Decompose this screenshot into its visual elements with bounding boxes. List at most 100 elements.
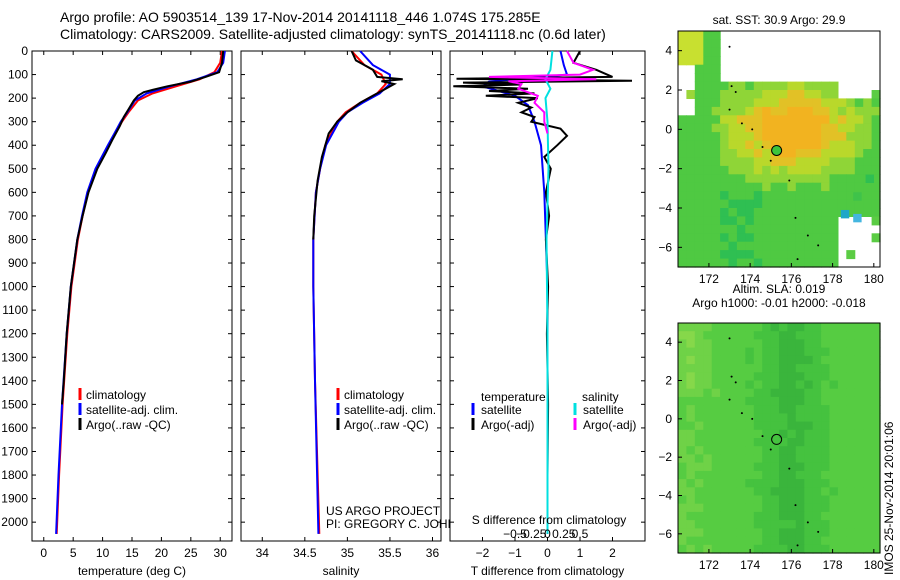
map-cell xyxy=(711,64,721,74)
map-cell xyxy=(678,487,687,497)
map-cell xyxy=(779,380,788,390)
map-cell xyxy=(837,429,847,439)
map-cell xyxy=(770,331,780,340)
map-cell xyxy=(871,347,881,357)
map-cell xyxy=(821,224,831,234)
map-cell xyxy=(736,191,746,201)
map-cell xyxy=(812,429,822,439)
map-cell xyxy=(762,347,772,357)
map-cell xyxy=(686,258,696,268)
map-cell xyxy=(745,495,755,505)
map-cell xyxy=(694,199,704,209)
map-cell xyxy=(846,380,856,390)
map-cell xyxy=(745,216,755,226)
map-cell xyxy=(736,462,746,472)
map-cell xyxy=(770,479,780,488)
map-cell xyxy=(678,511,687,521)
map-cell xyxy=(854,364,864,373)
map-cell xyxy=(678,429,687,439)
map-cell xyxy=(779,199,788,209)
map-cell xyxy=(736,90,746,99)
map-cell xyxy=(736,182,746,192)
map-cell xyxy=(720,250,730,260)
map-cell xyxy=(837,174,847,184)
map-cell xyxy=(770,536,780,546)
map-cell xyxy=(846,454,856,464)
map-cell xyxy=(821,544,831,554)
map-cell xyxy=(804,520,814,529)
map-cell xyxy=(854,536,864,546)
map-cell xyxy=(703,56,713,66)
map-cell xyxy=(829,487,839,497)
map-cell xyxy=(711,224,721,234)
map-cell xyxy=(678,388,687,398)
map-cell xyxy=(871,323,881,332)
map-cell xyxy=(770,98,780,108)
map-cell xyxy=(720,421,730,431)
map-cell xyxy=(812,487,822,497)
map-cell xyxy=(795,157,805,167)
map-cell xyxy=(854,331,864,340)
map-cell xyxy=(795,224,805,234)
map-cell xyxy=(720,364,730,373)
map-cell xyxy=(736,323,746,332)
map-cell xyxy=(736,438,746,447)
map-cell xyxy=(694,331,704,340)
map-cell xyxy=(804,372,814,382)
map-cell xyxy=(686,511,696,521)
map-cell xyxy=(812,115,822,125)
map-cell xyxy=(829,241,839,251)
map-cell xyxy=(711,355,721,365)
map-cell xyxy=(694,47,704,57)
s-tick-label: 0 xyxy=(544,527,551,541)
map-cell xyxy=(795,454,805,464)
map-cell xyxy=(686,421,696,431)
map-cell xyxy=(770,132,780,142)
map-cell xyxy=(804,528,814,538)
map-cell xyxy=(745,233,755,243)
y-tick-label: −6 xyxy=(658,240,672,254)
map-cell xyxy=(871,388,881,398)
map-cell xyxy=(728,216,738,226)
map-cell xyxy=(829,331,839,340)
map-cell xyxy=(703,31,713,40)
map-cell xyxy=(779,339,788,349)
map-cell xyxy=(762,388,772,398)
map-cell xyxy=(736,347,746,357)
island-speck xyxy=(740,412,743,415)
map-cell xyxy=(829,323,839,332)
map-cell xyxy=(736,413,746,423)
map-cell xyxy=(821,520,831,529)
map-cell xyxy=(745,224,755,234)
map-cell xyxy=(821,149,831,158)
map-cell xyxy=(703,380,713,390)
map-cell xyxy=(686,47,696,57)
map-cell xyxy=(829,165,839,175)
map-cell xyxy=(787,140,797,150)
map-cell xyxy=(770,157,780,167)
series-line xyxy=(488,50,597,134)
map-cell xyxy=(745,115,755,125)
map-cell xyxy=(812,191,822,201)
map-cell xyxy=(678,174,687,184)
map-cell xyxy=(720,199,730,209)
map-cell xyxy=(678,364,687,373)
plot-frame xyxy=(31,50,233,542)
y-tick-label: 0 xyxy=(21,44,28,58)
map-cell xyxy=(863,438,873,447)
s-axis-label: S difference from climatology xyxy=(472,513,627,527)
map-cell xyxy=(795,380,805,390)
map-cell xyxy=(829,132,839,142)
map-cell xyxy=(779,123,788,133)
map-cell xyxy=(753,462,763,472)
map-cell xyxy=(779,511,788,521)
map-cell xyxy=(770,364,780,373)
map-cell xyxy=(720,149,730,158)
map-cell xyxy=(728,241,738,251)
map-cell xyxy=(686,90,696,99)
map-cell xyxy=(728,421,738,431)
map-cell xyxy=(804,479,814,488)
map-cell xyxy=(745,90,755,99)
map-cell xyxy=(762,149,772,158)
map-cell xyxy=(846,511,856,521)
